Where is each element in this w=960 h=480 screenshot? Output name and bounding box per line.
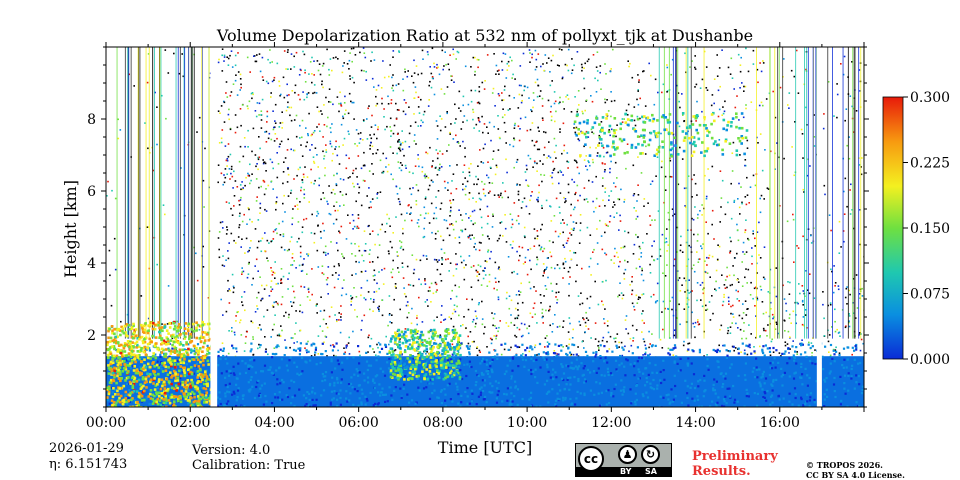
x-tick-label: 16:00 — [760, 415, 800, 431]
preliminary-line2: Results. — [692, 464, 751, 479]
attribution-icon: ♟ — [618, 445, 637, 464]
colorbar-tick-label: 0.225 — [910, 156, 950, 172]
x-axis: 00:00 02:00 04:00 06:00 08:00 10:00 12:00 14:00… — [86, 42, 865, 431]
cc-logo-icon: cc — [578, 446, 604, 472]
cc-sa-label: SA — [645, 467, 657, 476]
feature-1 — [106, 320, 214, 407]
footer-eta: η: 6.151743 — [49, 457, 128, 472]
x-tick-label: 00:00 — [86, 415, 126, 431]
plot-area — [106, 47, 864, 407]
footer-calibration: Calibration: True — [192, 458, 306, 473]
x-tick-label: 12:00 — [591, 415, 631, 431]
colorbar-tick-label: 0.150 — [910, 221, 950, 237]
cc-license-badge: cc ♟ ↻ BY SA — [575, 443, 672, 477]
x-tick-label: 02:00 — [170, 415, 210, 431]
x-tick-label: 04:00 — [254, 415, 294, 431]
colorbar-tick-label: 0.300 — [910, 90, 950, 106]
data-gap-1 — [816, 47, 822, 407]
y-tick-label: 6 — [87, 184, 96, 200]
colorbar-tick-label: 0.075 — [910, 287, 950, 303]
colorbar-axis: 0.000 0.075 0.150 0.225 0.300 — [903, 90, 950, 368]
copyright-line1: © TROPOS 2026. — [806, 460, 883, 470]
cc-logo-text: cc — [583, 452, 599, 466]
x-tick-label: 06:00 — [338, 415, 378, 431]
chart-title: Volume Depolarization Ratio at 532 nm of… — [216, 26, 753, 45]
x-tick-label: 10:00 — [507, 415, 547, 431]
footer-version: Version: 4.0 — [192, 443, 271, 458]
y-tick-label: 4 — [87, 256, 96, 272]
feature-3 — [573, 111, 749, 158]
colorbar — [882, 96, 904, 360]
x-tick-label: 08:00 — [423, 415, 463, 431]
preliminary-line1: Preliminary — [692, 449, 778, 464]
data-gap-0 — [210, 47, 218, 407]
share-alike-icon: ↻ — [641, 445, 660, 464]
x-tick-label: 14:00 — [675, 415, 715, 431]
y-axis: 2 4 6 8 — [87, 46, 869, 408]
x-axis-label: Time [UTC] — [438, 438, 532, 457]
feature-2 — [388, 328, 462, 381]
copyright-line2: CC BY SA 4.0 License. — [806, 470, 905, 480]
footer-date: 2026-01-29 — [49, 441, 124, 456]
y-tick-label: 2 — [87, 328, 96, 344]
y-tick-label: 8 — [87, 112, 96, 128]
y-axis-label: Height [km] — [61, 180, 80, 278]
cc-by-label: BY — [620, 467, 632, 476]
colorbar-tick-label: 0.000 — [910, 352, 950, 368]
